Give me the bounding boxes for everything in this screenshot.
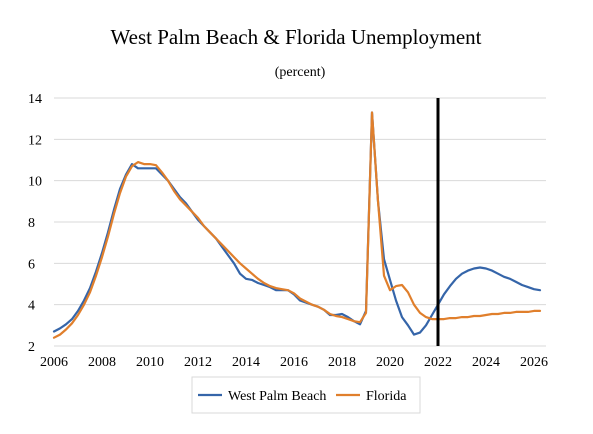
y-axis-ticks: 2 4 6 8 10 12 14 (28, 92, 42, 355)
x-tick-label: 2008 (88, 355, 116, 370)
x-tick-label: 2016 (280, 355, 308, 370)
y-tick-label: 14 (28, 92, 42, 107)
gridlines (54, 97, 546, 347)
legend: West Palm Beach Florida (198, 389, 407, 404)
y-tick-label: 10 (28, 175, 42, 190)
x-tick-label: 2012 (184, 355, 212, 370)
x-axis-ticks: 2006 2008 2010 2012 2014 2016 2018 2020 2022 2024… (40, 355, 548, 370)
x-tick-label: 2024 (472, 355, 500, 370)
y-tick-label: 2 (28, 340, 35, 355)
chart-title: West Palm Beach & Florida Unemployment (111, 25, 482, 49)
x-tick-label: 2020 (376, 355, 404, 370)
series-line-west-palm-beach (52, 111, 542, 336)
x-tick-label: 2026 (520, 355, 548, 370)
series-line-florida (52, 111, 542, 339)
x-tick-label: 2018 (328, 355, 356, 370)
x-tick-label: 2006 (40, 355, 68, 370)
y-tick-label: 6 (28, 257, 35, 272)
series-lines (52, 111, 542, 339)
legend-box (191, 376, 421, 414)
legend-label: Florida (366, 389, 407, 404)
y-tick-label: 8 (28, 216, 35, 231)
chart-subtitle: (percent) (275, 65, 326, 80)
legend-label: West Palm Beach (228, 389, 326, 404)
y-tick-label: 4 (28, 299, 35, 314)
x-tick-label: 2022 (424, 355, 452, 370)
x-tick-label: 2014 (232, 355, 260, 370)
y-tick-label: 12 (28, 133, 42, 148)
x-tick-label: 2010 (136, 355, 164, 370)
